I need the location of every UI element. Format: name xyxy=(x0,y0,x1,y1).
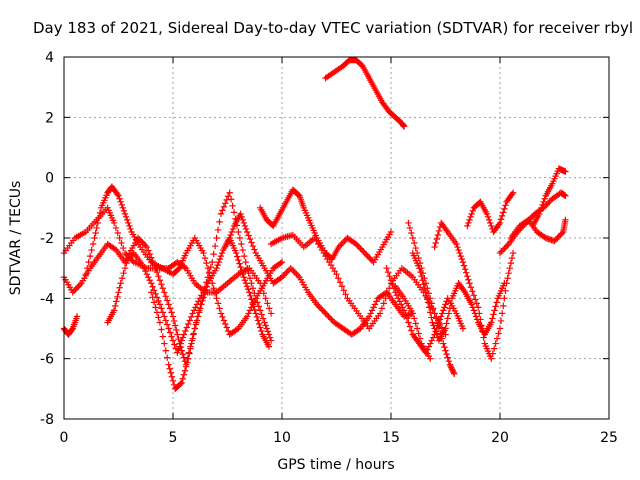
x-tick-label: 10 xyxy=(273,430,291,446)
grid xyxy=(64,57,609,419)
series-sat-k xyxy=(409,249,508,344)
x-tick-label: 15 xyxy=(382,430,400,446)
series-markers xyxy=(464,189,517,236)
series-sat-l xyxy=(405,219,458,377)
axis-ticks xyxy=(63,56,610,420)
series-sat-n xyxy=(464,189,517,236)
series-markers xyxy=(82,183,286,338)
y-tick-label: 4 xyxy=(45,50,54,66)
series-markers xyxy=(405,219,458,377)
y-tick-label: -6 xyxy=(40,352,54,368)
series-markers xyxy=(148,234,273,393)
y-axis-label: SDTVAR / TECUs xyxy=(8,181,24,296)
series-sat-i xyxy=(322,56,408,130)
x-tick-labels: 0 5 10 15 20 25 xyxy=(60,430,618,446)
x-axis-label: GPS time / hours xyxy=(277,457,394,473)
data-points xyxy=(60,56,569,393)
chart-title: Day 183 of 2021, Sidereal Day-to-day VTE… xyxy=(33,19,633,37)
series-sat-p xyxy=(507,216,569,245)
y-tick-labels: -8 -6 -4 -2 0 2 4 xyxy=(40,50,54,428)
y-tick-label: -2 xyxy=(40,231,54,247)
series-markers xyxy=(322,56,408,130)
x-tick-label: 0 xyxy=(60,430,69,446)
series-markers xyxy=(529,165,569,230)
series-markers xyxy=(431,219,517,362)
series-sat-m xyxy=(431,219,517,362)
y-tick-label: 0 xyxy=(45,171,54,187)
series-markers xyxy=(224,210,416,338)
y-tick-label: 2 xyxy=(45,110,54,126)
series-markers xyxy=(392,283,434,362)
x-tick-label: 5 xyxy=(169,430,178,446)
series-sat-f xyxy=(224,210,416,338)
x-tick-label: 20 xyxy=(491,430,509,446)
series-sat-e xyxy=(148,234,273,393)
series-sat-c xyxy=(82,183,286,338)
series-sat-q xyxy=(529,165,569,230)
series-sat-s xyxy=(392,283,434,362)
series-markers xyxy=(409,249,508,344)
series-markers xyxy=(507,216,569,245)
y-tick-label: -8 xyxy=(40,412,54,428)
y-tick-label: -4 xyxy=(40,291,54,307)
x-tick-label: 25 xyxy=(600,430,618,446)
